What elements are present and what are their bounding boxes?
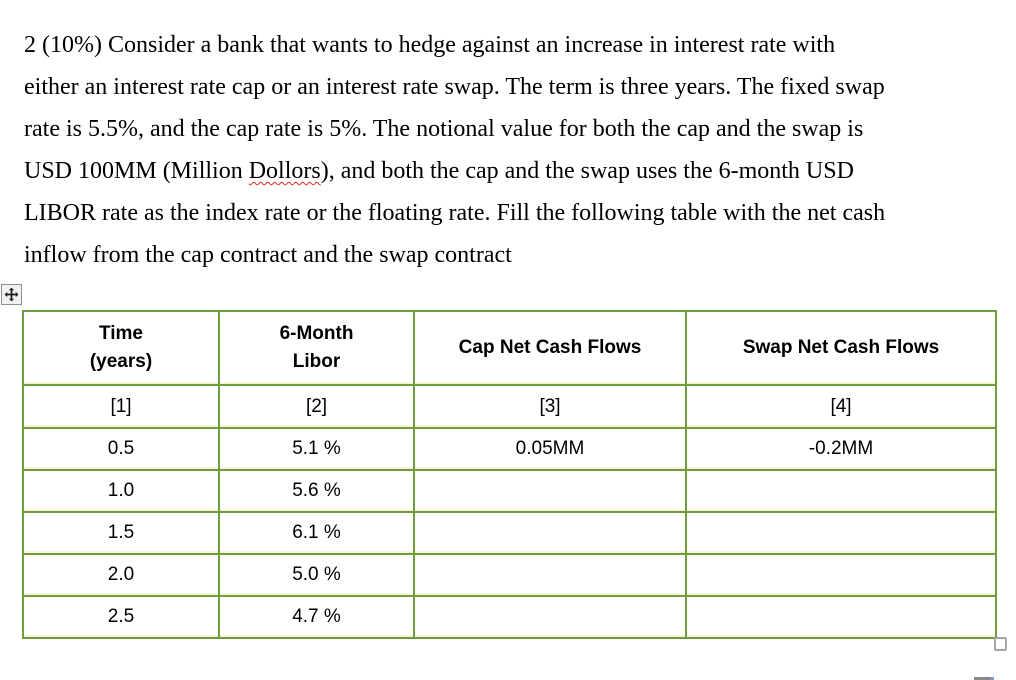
col-ref-4: [4] xyxy=(685,384,997,429)
table-move-handle[interactable] xyxy=(1,284,22,305)
cell-row2-time[interactable]: 1.5 xyxy=(22,511,220,555)
table-row-1: 1.0 5.6 % xyxy=(22,469,997,513)
table-header-row: Time (years) 6-Month Libor Cap Net Cash … xyxy=(22,310,997,386)
cell-row3-libor[interactable]: 5.0 % xyxy=(218,553,415,597)
cell-row4-swap[interactable] xyxy=(685,595,997,639)
table-row-2: 1.5 6.1 % xyxy=(22,511,997,555)
question-text-line-4: USD 100MM (Million Dollors), and both th… xyxy=(24,150,885,192)
col-ref-1: [1] xyxy=(22,384,220,429)
cell-row2-swap[interactable] xyxy=(685,511,997,555)
partial-element-bottom-edge xyxy=(974,677,994,680)
cell-row3-time[interactable]: 2.0 xyxy=(22,553,220,597)
question-text-line-2: either an interest rate cap or an intere… xyxy=(24,74,885,100)
cell-row2-libor[interactable]: 6.1 % xyxy=(218,511,415,555)
col-header-swap: Swap Net Cash Flows xyxy=(685,310,997,386)
cell-row0-swap[interactable]: -0.2MM xyxy=(685,427,997,471)
table-row-3: 2.0 5.0 % xyxy=(22,553,997,597)
table-row-4: 2.5 4.7 % xyxy=(22,595,997,639)
table-resize-handle[interactable] xyxy=(994,637,1007,651)
cash-flows-table: Time (years) 6-Month Libor Cap Net Cash … xyxy=(22,310,997,639)
col-header-libor-line1: 6-Month xyxy=(279,323,354,344)
cash-flows-table-container: Time (years) 6-Month Libor Cap Net Cash … xyxy=(22,310,997,639)
col-header-time-line1: Time xyxy=(98,323,143,344)
cell-row4-libor[interactable]: 4.7 % xyxy=(218,595,415,639)
col-header-time: Time (years) xyxy=(22,310,220,386)
cell-row3-cap[interactable] xyxy=(413,553,687,597)
move-icon xyxy=(4,287,19,302)
misspelled-word: Dollors xyxy=(248,158,321,184)
col-header-cap-line1: Cap Net Cash Flows xyxy=(458,337,642,358)
question-text-line-4-post: ), and both the cap and the swap uses th… xyxy=(320,158,854,184)
question-text-line-6: inflow from the cap contract and the swa… xyxy=(24,242,512,268)
col-header-cap: Cap Net Cash Flows xyxy=(413,310,687,386)
col-header-swap-line1: Swap Net Cash Flows xyxy=(742,337,940,358)
cell-row1-libor[interactable]: 5.6 % xyxy=(218,469,415,513)
question-text-line-1: 2 (10%) Consider a bank that wants to he… xyxy=(24,32,836,58)
question-text-line-5: LIBOR rate as the index rate or the floa… xyxy=(24,200,886,226)
question-text-line-4-pre: USD 100MM (Million xyxy=(24,158,249,184)
column-ref-row: [1] [2] [3] [4] xyxy=(22,384,997,429)
col-header-time-line2: (years) xyxy=(89,351,153,372)
cell-row1-time[interactable]: 1.0 xyxy=(22,469,220,513)
cell-row0-time[interactable]: 0.5 xyxy=(22,427,220,471)
cell-row0-libor[interactable]: 5.1 % xyxy=(218,427,415,471)
table-row-0: 0.5 5.1 % 0.05MM -0.2MM xyxy=(22,427,997,471)
col-header-libor: 6-Month Libor xyxy=(218,310,415,386)
question-text-line-3: rate is 5.5%, and the cap rate is 5%. Th… xyxy=(24,116,864,142)
question-paragraph: 2 (10%) Consider a bank that wants to he… xyxy=(24,24,885,276)
cell-row1-swap[interactable] xyxy=(685,469,997,513)
cell-row4-cap[interactable] xyxy=(413,595,687,639)
col-ref-3: [3] xyxy=(413,384,687,429)
col-ref-2: [2] xyxy=(218,384,415,429)
cell-row1-cap[interactable] xyxy=(413,469,687,513)
col-header-libor-line2: Libor xyxy=(292,351,341,372)
cell-row2-cap[interactable] xyxy=(413,511,687,555)
cell-row4-time[interactable]: 2.5 xyxy=(22,595,220,639)
cell-row3-swap[interactable] xyxy=(685,553,997,597)
cell-row0-cap[interactable]: 0.05MM xyxy=(413,427,687,471)
